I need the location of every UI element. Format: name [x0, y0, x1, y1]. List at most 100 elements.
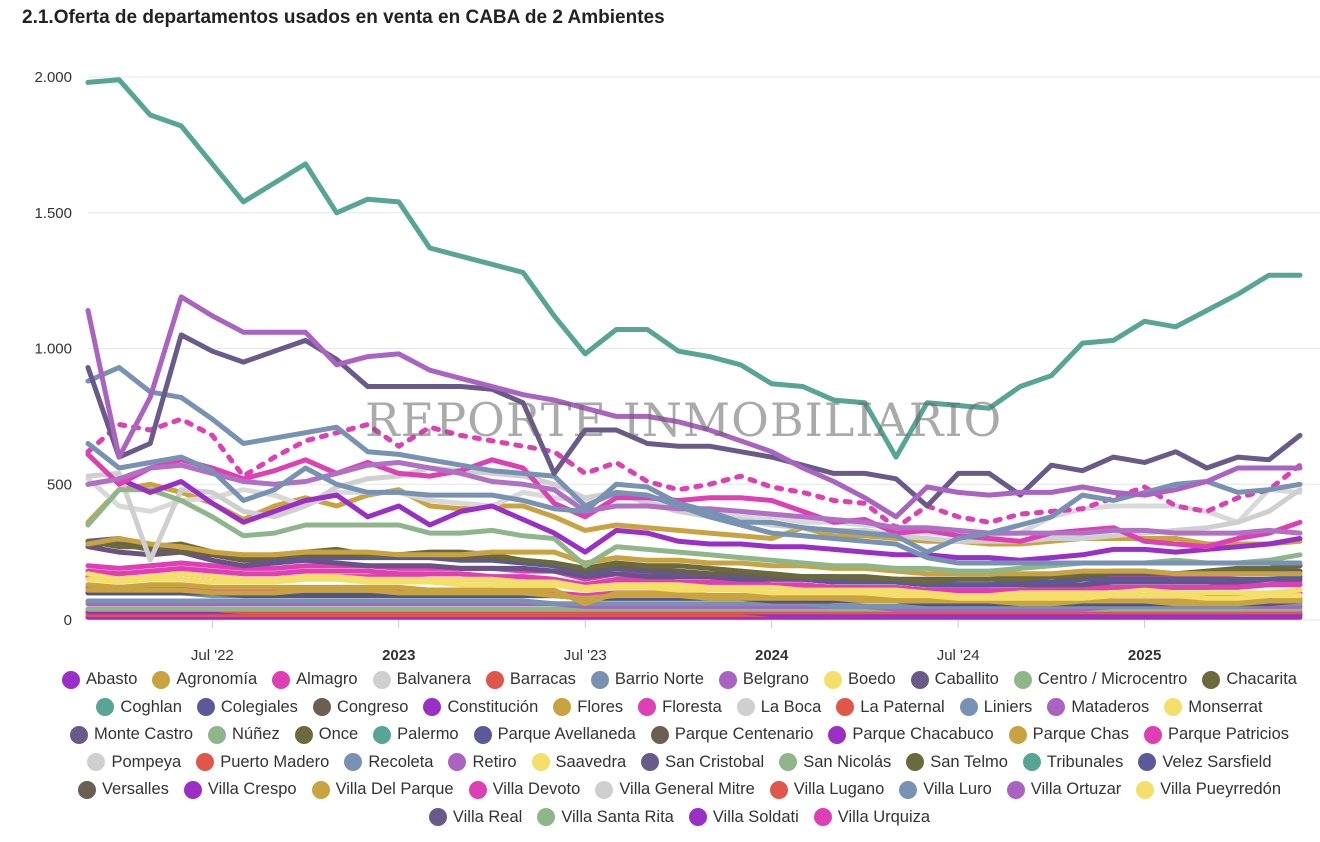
legend-item-abasto[interactable]: Abasto	[62, 669, 137, 691]
legend-swatch	[1136, 780, 1155, 799]
legend-item-barracas[interactable]: Barracas	[485, 669, 576, 691]
legend-item-flores[interactable]: Flores	[553, 697, 623, 719]
series-line-barrio-norte[interactable]	[85, 365, 1303, 566]
legend-item-caballito[interactable]: Caballito	[910, 669, 999, 691]
series-line-congreso[interactable]	[85, 541, 1303, 582]
legend-swatch	[553, 698, 572, 717]
legend-label: Palermo	[397, 725, 459, 744]
legend-item-parque-avellaneda[interactable]: Parque Avellaneda	[473, 724, 636, 746]
series-line-palermo-floresta[interactable]	[85, 565, 1303, 593]
y-tick-label: 1.500	[34, 205, 72, 222]
series-line-monte-castro[interactable]	[85, 544, 1303, 588]
legend-label: Villa Ortuzar	[1030, 780, 1122, 799]
legend-label: Liniers	[983, 697, 1033, 716]
legend-swatch	[373, 725, 392, 744]
series-lines	[85, 77, 1303, 620]
legend-item-villa-santa-rita[interactable]: Villa Santa Rita	[537, 807, 674, 829]
legend-label: Monserrat	[1188, 697, 1263, 716]
series-line-recoleta[interactable]	[85, 441, 1303, 555]
legend-item-villa-devoto[interactable]: Villa Devoto	[468, 779, 580, 801]
legend-item-parque-patricios[interactable]: Parque Patricios	[1143, 724, 1289, 746]
legend-item-agronom-a[interactable]: Agronomía	[152, 669, 257, 691]
legend-swatch	[183, 780, 202, 799]
legend-label: Constitución	[447, 697, 539, 716]
legend-item-balvanera[interactable]: Balvanera	[372, 669, 471, 691]
legend-item-villa-general-mitre[interactable]: Villa General Mitre	[595, 779, 755, 801]
series-line-boedo[interactable]	[85, 576, 1303, 601]
series-line-retiro[interactable]	[85, 294, 1303, 520]
legend-item-boedo[interactable]: Boedo	[823, 669, 896, 691]
legend-item-tribunales[interactable]: Tribunales	[1022, 752, 1123, 774]
legend-item-palermo[interactable]: Palermo	[373, 724, 459, 746]
series-line-villa-luro[interactable]	[85, 598, 1303, 609]
legend-item-floresta[interactable]: Floresta	[638, 697, 722, 719]
legend-item-versalles[interactable]: Versalles	[77, 779, 169, 801]
series-line-barracas[interactable]	[85, 606, 1303, 615]
legend-label: Villa Santa Rita	[561, 807, 674, 826]
legend-item-liniers[interactable]: Liniers	[959, 697, 1033, 719]
legend-item-chacarita[interactable]: Chacarita	[1202, 669, 1297, 691]
legend-item-san-cristobal[interactable]: San Cristobal	[641, 752, 764, 774]
legend-swatch	[906, 753, 925, 772]
legend-item-villa-pueyrred-n[interactable]: Villa Pueyrredón	[1136, 779, 1281, 801]
legend-swatch	[769, 780, 788, 799]
series-line-parque-chas[interactable]	[85, 582, 1303, 607]
legend-item-coghlan[interactable]: Coghlan	[96, 697, 182, 719]
legend-swatch	[718, 670, 737, 689]
series-line-villa-crespo[interactable]	[85, 476, 1303, 563]
legend-item-villa-del-parque[interactable]: Villa Del Parque	[311, 779, 454, 801]
legend-item-parque-chas[interactable]: Parque Chas	[1008, 724, 1129, 746]
legend-item-monte-castro[interactable]: Monte Castro	[69, 724, 193, 746]
legend-item-puerto-madero[interactable]: Puerto Madero	[196, 752, 329, 774]
legend-item-villa-crespo[interactable]: Villa Crespo	[183, 779, 297, 801]
legend-item-congreso[interactable]: Congreso	[312, 697, 408, 719]
legend-swatch	[1006, 780, 1025, 799]
series-line-almagro[interactable]	[85, 451, 1303, 550]
legend-item-parque-chacabuco[interactable]: Parque Chacabuco	[828, 724, 994, 746]
legend-label: Parque Chas	[1032, 725, 1129, 744]
legend-label: Versalles	[101, 780, 169, 799]
legend-label: Villa Soldati	[712, 807, 799, 826]
legend-item-villa-lugano[interactable]: Villa Lugano	[769, 779, 884, 801]
legend-swatch	[531, 753, 550, 772]
legend-item-villa-real[interactable]: Villa Real	[428, 807, 522, 829]
legend-item-colegiales[interactable]: Colegiales	[196, 697, 298, 719]
series-line-agronom-a[interactable]	[85, 536, 1303, 577]
legend-item-la-boca[interactable]: La Boca	[736, 697, 821, 719]
series-line-tribunales[interactable]	[85, 77, 1303, 460]
series-line-caballito[interactable]	[85, 332, 1303, 509]
legend-item-saavedra[interactable]: Saavedra	[531, 752, 626, 774]
legend-item-centro-microcentro[interactable]: Centro / Microcentro	[1013, 669, 1187, 691]
legend-item-monserrat[interactable]: Monserrat	[1164, 697, 1263, 719]
legend-swatch	[69, 725, 88, 744]
legend-item-almagro[interactable]: Almagro	[272, 669, 358, 691]
legend-item-velez-sarsfield[interactable]: Velez Sarsfield	[1138, 752, 1272, 774]
legend-label: San Nicolás	[803, 752, 892, 771]
series-line-saavedra[interactable]	[85, 571, 1303, 599]
legend-item-belgrano[interactable]: Belgrano	[718, 669, 809, 691]
y-tick-label: 0	[64, 612, 72, 629]
legend-label: Balvanera	[396, 670, 471, 689]
legend-item-constituci-n[interactable]: Constitución	[423, 697, 538, 719]
legend-item-la-paternal[interactable]: La Paternal	[836, 697, 945, 719]
legend-item-villa-ortuzar[interactable]: Villa Ortuzar	[1006, 779, 1122, 801]
legend-item-san-telmo[interactable]: San Telmo	[906, 752, 1008, 774]
legend-item-n-ez[interactable]: Núñez	[208, 724, 280, 746]
legend-item-mataderos[interactable]: Mataderos	[1047, 697, 1149, 719]
legend-item-villa-urquiza[interactable]: Villa Urquiza	[813, 807, 930, 829]
legend-item-villa-luro[interactable]: Villa Luro	[899, 779, 992, 801]
legend-label: Retiro	[472, 752, 517, 771]
legend-item-barrio-norte[interactable]: Barrio Norte	[590, 669, 704, 691]
series-line-palermo[interactable]	[85, 416, 1303, 531]
legend-item-pompeya[interactable]: Pompeya	[87, 752, 181, 774]
legend-item-retiro[interactable]: Retiro	[448, 752, 517, 774]
legend-item-recoleta[interactable]: Recoleta	[344, 752, 433, 774]
legend-item-villa-soldati[interactable]: Villa Soldati	[688, 807, 799, 829]
legend-label: Boedo	[847, 670, 896, 689]
legend-item-parque-centenario[interactable]: Parque Centenario	[650, 724, 813, 746]
legend-item-san-nicol-s[interactable]: San Nicolás	[779, 752, 891, 774]
series-line-balvanera[interactable]	[85, 465, 1303, 563]
legend-swatch	[959, 698, 978, 717]
legend-swatch	[272, 670, 291, 689]
legend-item-once[interactable]: Once	[294, 724, 358, 746]
